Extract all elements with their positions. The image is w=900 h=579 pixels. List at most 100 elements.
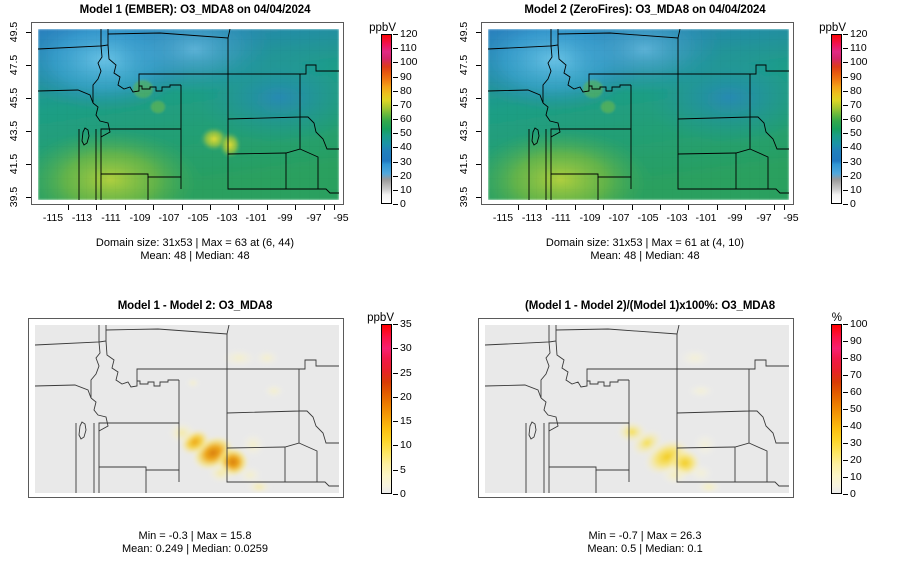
colorbar-tick-label: 30 (850, 155, 862, 168)
caption-line2-model1: Mean: 48 | Median: 48 (140, 250, 250, 262)
colorbar-tick-label: 110 (850, 42, 867, 55)
colorbar-tick-label: 20 (850, 454, 862, 466)
panel-title-difference: Model 1 - Model 2: O3_MDA8 (117, 300, 273, 312)
ytick-label: 49.5 (8, 21, 20, 43)
colorbar-tick-label: 0 (400, 488, 406, 500)
colorbar-unit-label: ppbV (367, 312, 394, 324)
ytick-label: 47.5 (8, 54, 20, 76)
raster-grid-difference (35, 325, 339, 493)
map-raster-model2 (488, 29, 789, 200)
colorbar-tick-label: 40 (400, 141, 412, 154)
ytick-label: 39.5 (8, 186, 20, 208)
colorbar-tick-label: 90 (850, 335, 862, 347)
xtick-label: -101 (695, 212, 717, 224)
colorbar-tick-label: 20 (400, 390, 412, 403)
xtick-label: -113 (521, 212, 543, 224)
colorbar-tick-label: 30 (400, 342, 412, 355)
xtick-label: -99 (727, 212, 743, 224)
xtick-label: -109 (579, 212, 601, 224)
raster-grid-percent-difference (485, 325, 789, 493)
colorbar-tick-label: 50 (850, 127, 862, 140)
xtick-label: -97 (306, 212, 322, 224)
xtick-label: -103 (666, 212, 688, 224)
panel-model2: Model 2 (ZeroFires): O3_MDA8 on 04/04/20… (450, 0, 900, 290)
colorbar-tick-label: 5 (400, 463, 406, 476)
ytick-mark (26, 197, 31, 198)
caption-line1-model1: Domain size: 31x53 | Max = 63 at (6, 44) (95, 237, 295, 249)
colorbar-tick-label: 40 (850, 141, 862, 154)
ytick-label: 43.5 (458, 120, 470, 142)
colorbar-tick-label: 20 (850, 169, 862, 182)
colorbar-unit-label: ppbV (369, 22, 396, 34)
ytick-mark (476, 32, 481, 33)
xtick-label: -103 (216, 212, 238, 224)
colorbar-tick-label: 80 (400, 84, 412, 97)
plot-frame-percent-difference (478, 318, 794, 498)
panel-percent-difference: (Model 1 - Model 2)/(Model 1)x100%: O3_M… (450, 290, 900, 579)
plot-frame-model2 (481, 22, 794, 205)
colorbar-gradient (831, 34, 842, 204)
ytick-mark (476, 65, 481, 66)
xtick-label: -99 (277, 212, 293, 224)
colorbar-unit-label: ppbV (819, 22, 846, 34)
colorbar-tick-label: 100 (850, 318, 868, 330)
colorbar-tick-label: 0 (850, 488, 856, 500)
x-axis-model1: -115 -113 -111 -109 -107 -105 -103 -101 … (31, 205, 349, 225)
raster-grid-model1 (38, 29, 339, 200)
caption-line1-percent-difference: Min = -0.7 | Max = 26.3 (588, 530, 702, 542)
ytick-mark (26, 131, 31, 132)
caption-line2-model2: Mean: 48 | Median: 48 (590, 250, 700, 262)
ytick-mark (476, 197, 481, 198)
colorbar-tick-label: 0 (850, 198, 856, 210)
plot-frame-model1 (31, 22, 344, 205)
x-axis-model2: -115 -113 -111 -109 -107 -105 -103 -101 … (481, 205, 799, 225)
xtick-label: -109 (129, 212, 151, 224)
ytick-label: 49.5 (458, 21, 470, 43)
colorbar-tick-label: 90 (850, 70, 862, 83)
colorbar-unit-label: % (831, 312, 842, 324)
ytick-label: 45.5 (458, 87, 470, 109)
ytick-mark (476, 98, 481, 99)
colorbar-tick-label: 30 (850, 437, 862, 449)
colorbar-tick-label: 120 (850, 28, 868, 40)
xtick-label: -111 (101, 212, 121, 224)
colorbar-tick-label: 40 (850, 420, 862, 432)
colorbar-tick-label: 120 (400, 28, 418, 40)
xtick-label: -115 (492, 212, 514, 224)
xtick-label: -105 (637, 212, 659, 224)
map-raster-percent-difference (485, 325, 789, 493)
ytick-mark (26, 65, 31, 66)
plot-frame-difference (28, 318, 344, 498)
ytick-label: 45.5 (8, 87, 20, 109)
colorbar-tick-label: 70 (850, 98, 862, 111)
ytick-label: 47.5 (458, 54, 470, 76)
colorbar-tick-label: 0 (400, 198, 406, 210)
ytick-mark (26, 32, 31, 33)
colorbar-tick-label: 10 (850, 183, 862, 196)
ytick-mark (26, 98, 31, 99)
caption-line2-percent-difference: Mean: 0.5 | Median: 0.1 (587, 543, 703, 555)
colorbar-tick-label: 60 (400, 113, 412, 125)
colorbar-tick-label: 35 (400, 318, 412, 330)
ytick-mark (476, 164, 481, 165)
colorbar-tick-label: 50 (850, 403, 862, 415)
caption-line1-model2: Domain size: 31x53 | Max = 61 at (4, 10) (545, 237, 745, 249)
xtick-label: -105 (187, 212, 209, 224)
panel-title-model1: Model 1 (EMBER): O3_MDA8 on 04/04/2024 (79, 4, 311, 16)
xtick-label: -107 (158, 212, 180, 224)
xtick-label: -97 (756, 212, 772, 224)
colorbar-tick-label: 10 (400, 439, 412, 452)
colorbar-tick-label: 100 (850, 56, 868, 69)
ytick-label: 41.5 (458, 153, 470, 175)
caption-line2-difference: Mean: 0.249 | Median: 0.0259 (122, 543, 268, 555)
map-raster-difference (35, 325, 339, 493)
colorbar-tick-label: 30 (400, 155, 412, 168)
colorbar-tick-label: 10 (850, 471, 862, 483)
colorbar-tick-label: 70 (850, 369, 862, 381)
panel-title-model2: Model 2 (ZeroFires): O3_MDA8 on 04/04/20… (524, 4, 766, 16)
colorbar-tick-label: 60 (850, 113, 862, 125)
colorbar-tick-label: 70 (400, 98, 412, 111)
panel-title-percent-difference: (Model 1 - Model 2)/(Model 1)x100%: O3_M… (524, 300, 776, 312)
ytick-label: 41.5 (8, 153, 20, 175)
colorbar-tick-label: 25 (400, 366, 412, 379)
